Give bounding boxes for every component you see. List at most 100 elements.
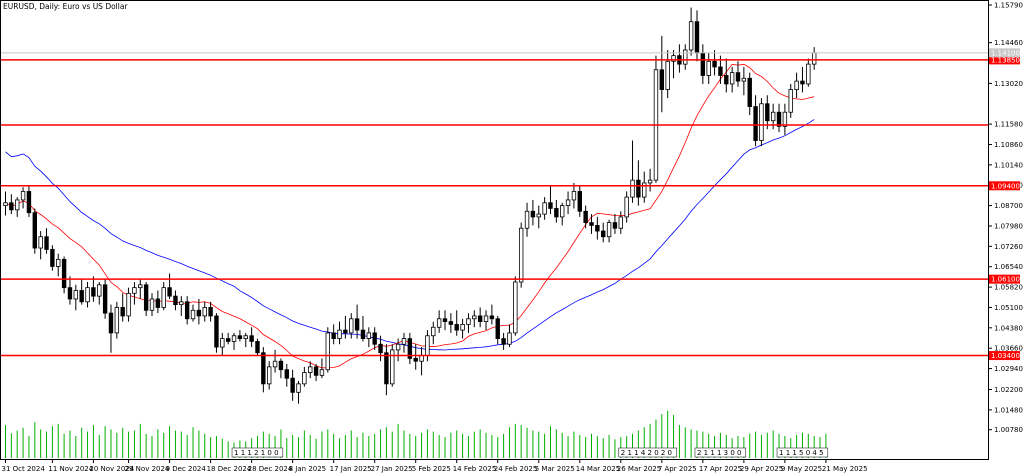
candle <box>395 338 401 362</box>
candle <box>161 281 166 311</box>
candle <box>800 66 805 93</box>
candle <box>571 182 577 209</box>
candle-body <box>278 360 284 371</box>
candle-body <box>360 329 366 339</box>
volume-annotation: 1 1 1 2 1 0 0 <box>231 447 284 458</box>
candle-body <box>806 63 811 85</box>
candle <box>483 310 489 331</box>
candle <box>38 231 43 260</box>
candle <box>665 49 670 99</box>
candle-body <box>126 292 131 317</box>
candle-body <box>313 366 319 376</box>
x-tick-label: 31 Oct 2024 <box>2 465 46 473</box>
candle-body <box>85 287 90 303</box>
candle <box>706 52 711 84</box>
candle <box>431 321 436 345</box>
candles-layer <box>3 7 817 404</box>
candle-body <box>366 332 372 339</box>
candle-body <box>9 202 14 211</box>
candle-body <box>325 332 330 371</box>
candle <box>331 324 336 345</box>
candle-body <box>683 49 688 65</box>
candle-body <box>431 326 436 337</box>
candle-body <box>642 182 647 198</box>
candle <box>149 293 155 316</box>
candle <box>179 296 184 316</box>
candle <box>208 301 213 322</box>
candle <box>366 327 372 348</box>
candle <box>290 369 295 401</box>
candle <box>9 194 14 215</box>
candle <box>729 66 735 93</box>
volume-annotation-label: 2 1 1 1 3 0 0 <box>697 449 742 457</box>
candle-body <box>225 338 231 342</box>
candle <box>806 58 811 87</box>
candle-body <box>108 312 114 334</box>
candle-body <box>624 196 629 218</box>
candle-body <box>190 309 196 320</box>
candle <box>530 199 536 226</box>
candle-body <box>448 321 454 325</box>
candle <box>472 310 477 328</box>
x-tick-label: 5 Mar 2025 <box>535 465 575 473</box>
candle <box>343 315 348 339</box>
candle <box>337 321 342 345</box>
candle <box>776 103 782 133</box>
candle <box>196 298 202 325</box>
candle-body <box>554 208 559 218</box>
candle <box>249 327 254 348</box>
candle-body <box>700 52 706 76</box>
volume-annotation-label: 2 1 1 4 2 0 2 0 <box>621 449 672 457</box>
candle-body <box>530 210 536 218</box>
y-tick-label: 1.06540 <box>994 263 1023 271</box>
y-tick-label: 1.07980 <box>994 222 1023 230</box>
candle-body <box>788 89 793 113</box>
candle <box>595 216 600 240</box>
candle <box>108 304 114 353</box>
candle <box>325 327 330 373</box>
candle-body <box>595 225 600 232</box>
candle-body <box>266 366 272 385</box>
x-tick-label: 27 Jan 2025 <box>371 465 413 473</box>
last-price-box <box>989 48 1020 58</box>
candle <box>272 349 278 373</box>
candle <box>225 332 231 345</box>
candle-body <box>425 335 430 356</box>
candle <box>79 279 84 305</box>
candle <box>618 211 623 234</box>
candle-body <box>811 52 817 65</box>
candle-body <box>308 366 313 373</box>
candle <box>460 318 465 339</box>
candle <box>202 301 207 322</box>
candle-body <box>214 315 219 348</box>
level-price-box <box>989 274 1020 284</box>
candle <box>308 361 313 379</box>
candle-body <box>337 329 342 339</box>
candle-body <box>73 290 79 300</box>
candle-body <box>44 236 49 250</box>
candle <box>266 361 272 390</box>
candle-body <box>138 284 143 289</box>
candle <box>360 315 366 342</box>
candle-body <box>15 199 20 211</box>
candle-body <box>231 335 237 342</box>
candle-body <box>601 230 606 238</box>
candle <box>167 273 172 299</box>
candle-body <box>319 369 325 376</box>
y-tick-label: 1.10140 <box>994 161 1023 169</box>
candle-body <box>149 298 155 311</box>
candle <box>624 191 629 223</box>
candle-body <box>79 290 84 303</box>
candle <box>765 95 770 130</box>
candle <box>73 284 79 311</box>
candle <box>548 185 553 215</box>
candle <box>688 7 694 56</box>
candle <box>138 279 143 299</box>
candle <box>97 281 102 305</box>
candle-body <box>612 222 618 229</box>
last-price-tag: 1.14100 <box>989 48 1020 58</box>
x-tick-label: 8 Jan 2025 <box>289 465 327 473</box>
